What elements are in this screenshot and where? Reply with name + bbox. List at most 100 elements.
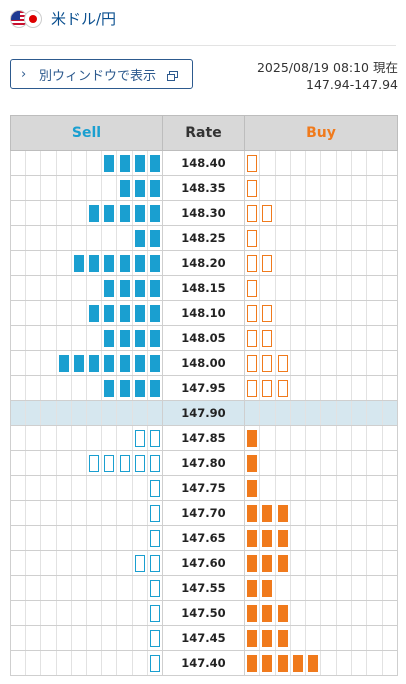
sell-depth-box (149, 579, 160, 597)
sell-depth-box (134, 329, 145, 347)
sell-depth-cell (10, 450, 163, 476)
rate-value: 148.25 (162, 225, 245, 251)
order-book-row: 147.45 (10, 625, 398, 651)
buy-depth-box (277, 354, 288, 372)
buy-depth-box (262, 654, 273, 672)
sell-depth-box (149, 179, 160, 197)
sell-depth-box (104, 254, 115, 272)
buy-depth-box (262, 504, 273, 522)
buy-depth-box (262, 204, 273, 222)
sell-depth-box (89, 454, 100, 472)
sell-depth-box (149, 479, 160, 497)
order-book-header: Sell Rate Buy (10, 115, 398, 151)
buy-depth-cell (244, 325, 398, 351)
sell-depth-box (134, 154, 145, 172)
jp-flag-icon (24, 10, 42, 28)
rate-value: 148.15 (162, 275, 245, 301)
buy-depth-box (262, 529, 273, 547)
buy-depth-cell (244, 575, 398, 601)
rate-value: 147.55 (162, 575, 245, 601)
buy-depth-box (262, 329, 273, 347)
buy-depth-cell (244, 650, 398, 676)
buy-depth-box (277, 504, 288, 522)
sell-depth-box (134, 204, 145, 222)
buy-depth-box (293, 654, 304, 672)
sell-depth-box (134, 354, 145, 372)
order-book-row: 148.05 (10, 325, 398, 351)
buy-depth-box (247, 329, 258, 347)
buy-column-header: Buy (244, 115, 398, 151)
sell-depth-box (89, 354, 100, 372)
order-book-row: 148.40 (10, 150, 398, 176)
sell-depth-cell (10, 200, 163, 226)
sell-depth-box (104, 379, 115, 397)
buy-depth-box (247, 654, 258, 672)
buy-depth-box (247, 154, 258, 172)
buy-depth-box (247, 179, 258, 197)
order-book-body: 148.40 148.35 148.30 148.25 148.20 148.15 148.… (10, 150, 398, 676)
quote-range: 147.94-147.94 (306, 77, 398, 92)
rate-value: 147.65 (162, 525, 245, 551)
sell-depth-box (149, 629, 160, 647)
buy-depth-box (277, 379, 288, 397)
sell-depth-box (149, 204, 160, 222)
rate-column-header: Rate (162, 115, 245, 151)
divider (10, 45, 396, 46)
buy-depth-box (262, 304, 273, 322)
buy-depth-box (247, 604, 258, 622)
order-book-row: 148.25 (10, 225, 398, 251)
buy-depth-box (277, 629, 288, 647)
sell-depth-cell (10, 525, 163, 551)
rate-value: 148.05 (162, 325, 245, 351)
order-book-row: 147.80 (10, 450, 398, 476)
buy-depth-box (247, 229, 258, 247)
sell-depth-box (134, 179, 145, 197)
sell-depth-box (149, 654, 160, 672)
order-book-row: 147.75 (10, 475, 398, 501)
buy-depth-box (247, 454, 258, 472)
sell-depth-box (149, 329, 160, 347)
sell-depth-box (119, 379, 130, 397)
sell-depth-cell (10, 400, 163, 426)
sell-depth-box (89, 254, 100, 272)
order-book-row: 148.30 (10, 200, 398, 226)
buy-depth-box (262, 554, 273, 572)
sell-depth-box (73, 354, 84, 372)
buy-depth-cell (244, 600, 398, 626)
buy-depth-box (247, 504, 258, 522)
sell-depth-box (104, 204, 115, 222)
order-book-row: 148.15 (10, 275, 398, 301)
order-book-table: Sell Rate Buy 148.40 148.35 148.30 148.25 14… (10, 115, 398, 676)
rate-value: 147.50 (162, 600, 245, 626)
sell-depth-box (149, 379, 160, 397)
rate-value: 147.90 (162, 400, 245, 426)
rate-value: 148.40 (162, 150, 245, 176)
buy-depth-cell (244, 300, 398, 326)
sell-depth-cell (10, 175, 163, 201)
sell-depth-box (134, 454, 145, 472)
buy-depth-cell (244, 200, 398, 226)
pair-title: 米ドル/円 (51, 10, 117, 28)
sell-depth-box (134, 279, 145, 297)
buy-depth-cell (244, 625, 398, 651)
order-book-row: 147.95 (10, 375, 398, 401)
buy-depth-box (247, 304, 258, 322)
chevron-right-icon: › (21, 66, 27, 82)
sell-depth-box (149, 354, 160, 372)
buy-depth-cell (244, 175, 398, 201)
sell-depth-box (134, 254, 145, 272)
buy-depth-box (308, 654, 319, 672)
sell-depth-cell (10, 325, 163, 351)
open-new-window-button[interactable]: › 別ウィンドウで表示 (10, 59, 193, 89)
sell-depth-box (104, 154, 115, 172)
buy-depth-box (262, 379, 273, 397)
sell-depth-box (73, 254, 84, 272)
order-book-row: 147.50 (10, 600, 398, 626)
sell-depth-cell (10, 600, 163, 626)
rate-value: 147.60 (162, 550, 245, 576)
sell-depth-cell (10, 650, 163, 676)
order-book-row: 147.85 (10, 425, 398, 451)
sell-depth-box (149, 279, 160, 297)
buy-depth-box (262, 579, 273, 597)
buy-depth-box (247, 629, 258, 647)
